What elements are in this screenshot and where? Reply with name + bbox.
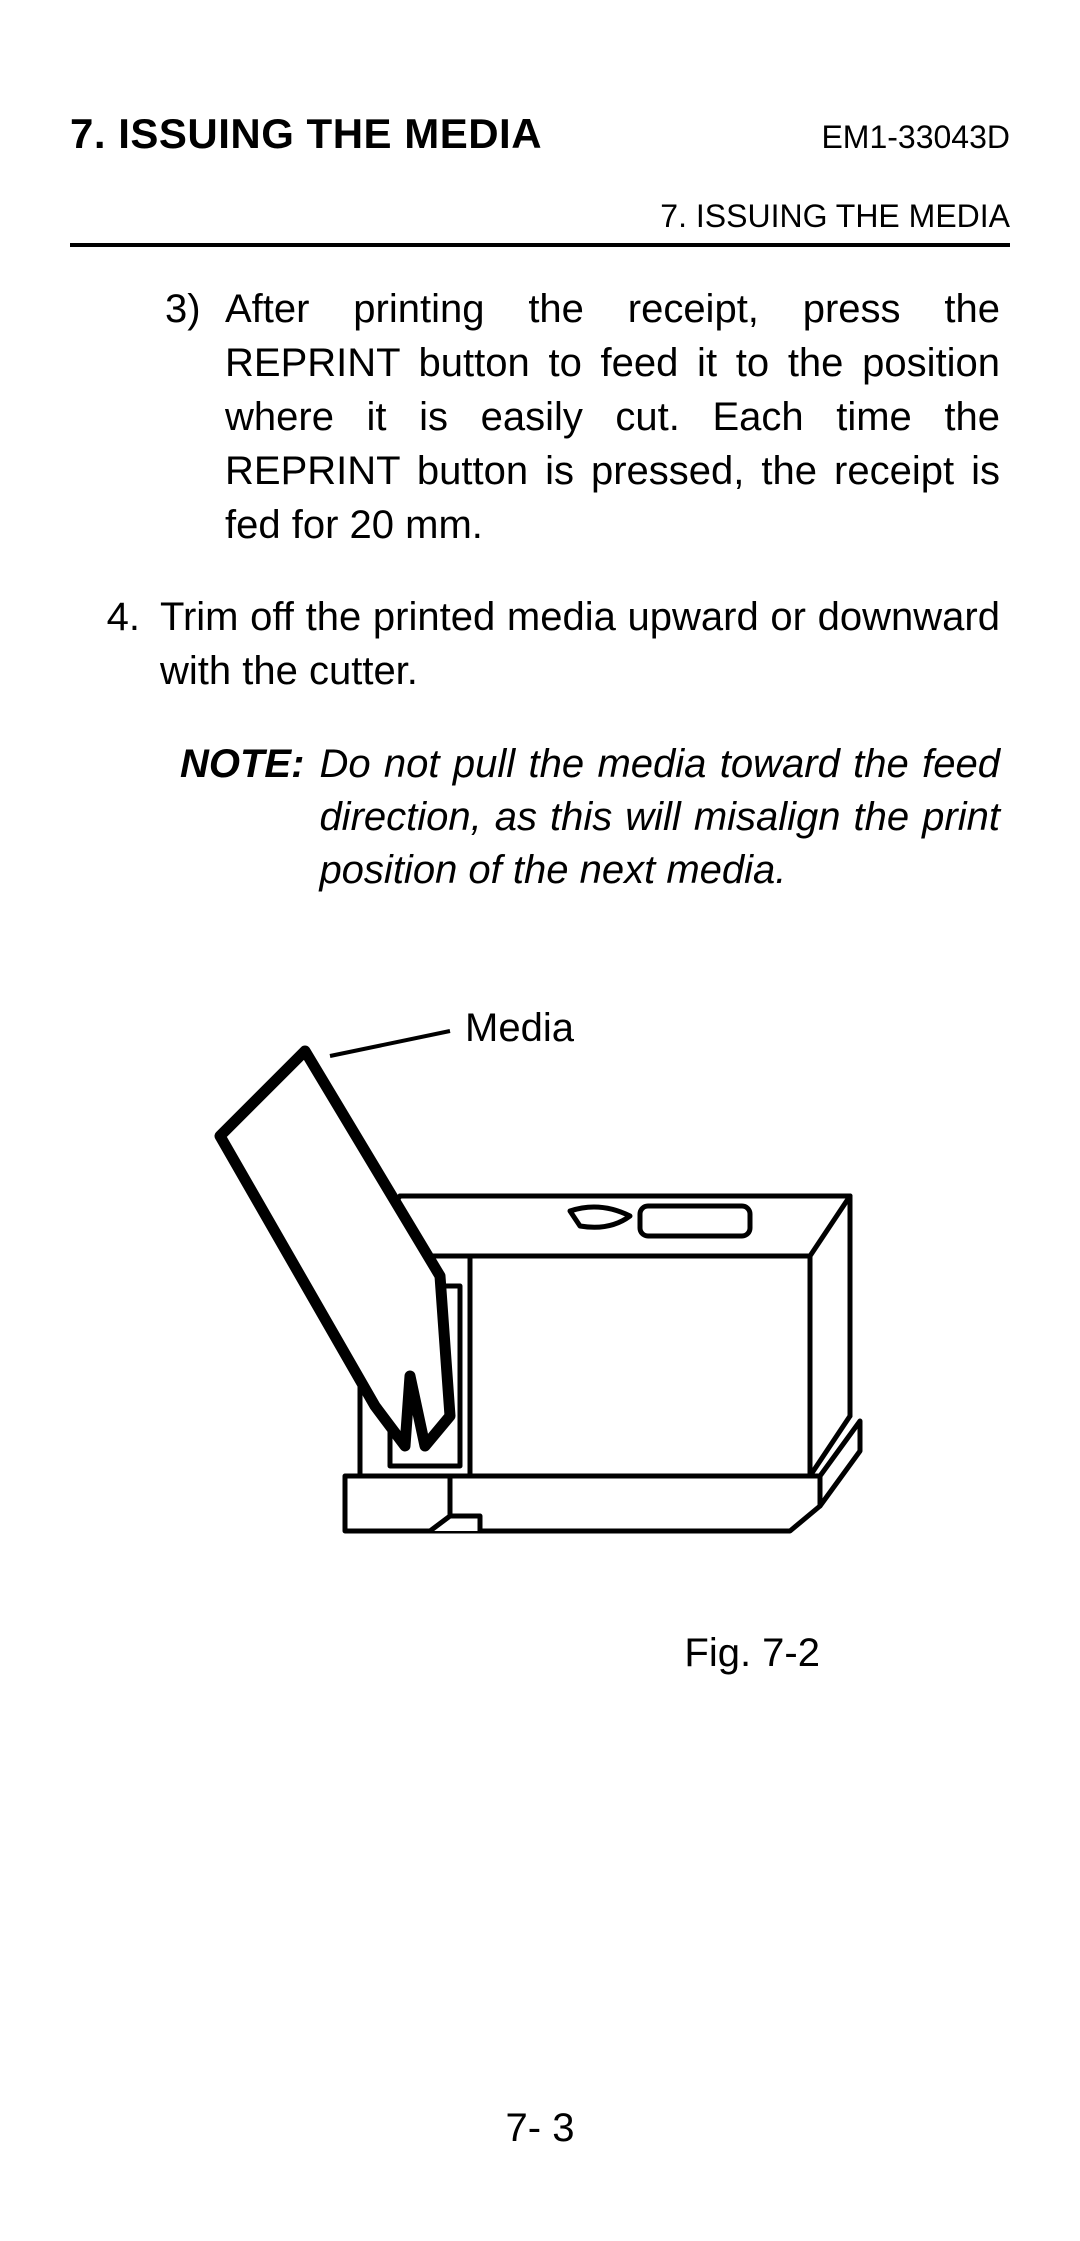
header-rule bbox=[70, 243, 1010, 247]
step-4-text: Trim off the printed media upward or dow… bbox=[160, 590, 1000, 698]
document-id: EM1-33043D bbox=[821, 119, 1010, 156]
printer-illustration: Media bbox=[150, 976, 930, 1596]
media-label: Media bbox=[465, 1006, 575, 1050]
step-3: 3) After printing the receipt, press the… bbox=[165, 282, 1000, 552]
figure-caption: Fig. 7-2 bbox=[80, 1631, 1000, 1676]
note-block: NOTE: Do not pull the media toward the f… bbox=[180, 738, 1000, 896]
step-3-text: After printing the receipt, press the RE… bbox=[225, 282, 1000, 552]
body-content: 3) After printing the receipt, press the… bbox=[70, 282, 1010, 1676]
step-4-marker: 4. bbox=[80, 590, 160, 698]
page-header: 7. ISSUING THE MEDIA EM1-33043D bbox=[70, 110, 1010, 158]
running-header: 7. ISSUING THE MEDIA bbox=[70, 198, 1010, 235]
manual-page: 7. ISSUING THE MEDIA EM1-33043D 7. ISSUI… bbox=[0, 0, 1080, 2241]
figure-7-2: Media Fig. 7-2 bbox=[80, 976, 1000, 1676]
step-4: 4. Trim off the printed media upward or … bbox=[80, 590, 1000, 698]
page-number: 7- 3 bbox=[0, 2106, 1080, 2151]
step-3-marker: 3) bbox=[165, 282, 225, 552]
note-label: NOTE: bbox=[180, 738, 304, 896]
note-text: Do not pull the media toward the feed di… bbox=[319, 738, 1000, 896]
section-title: 7. ISSUING THE MEDIA bbox=[70, 110, 542, 158]
